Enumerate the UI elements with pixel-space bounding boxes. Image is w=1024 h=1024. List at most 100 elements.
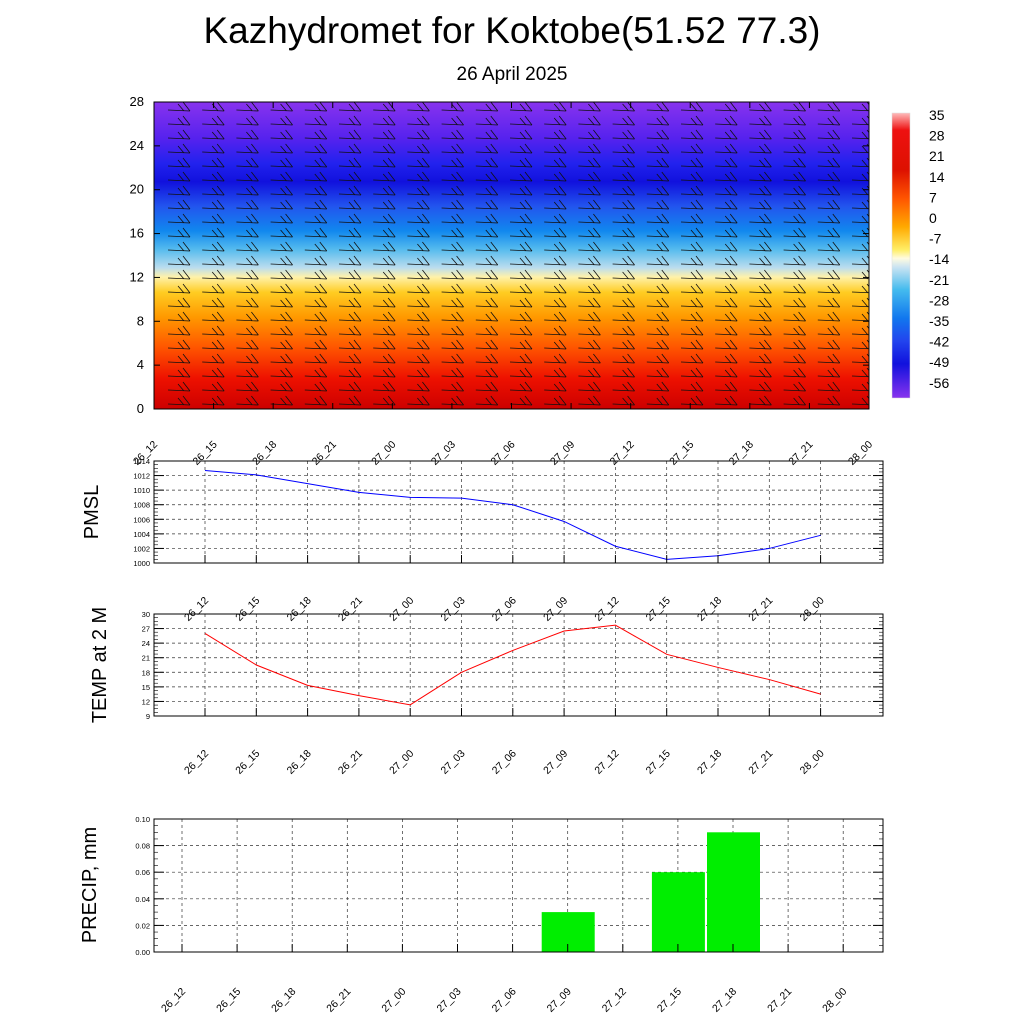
wind-barb bbox=[270, 213, 293, 224]
wind-barb bbox=[202, 241, 225, 252]
wind-barb bbox=[715, 213, 738, 224]
y-tick-label: 0.06 bbox=[135, 868, 150, 877]
wind-barb bbox=[509, 311, 533, 322]
wind-barb bbox=[646, 213, 670, 224]
temperature-series-line bbox=[204, 624, 821, 706]
wind-barb bbox=[544, 381, 567, 392]
wind-barb bbox=[646, 241, 670, 252]
colorbar-label: -42 bbox=[929, 334, 949, 350]
wind-barb bbox=[509, 227, 533, 238]
temperature-ylabel: TEMP at 2 M bbox=[89, 607, 111, 723]
wind-barb bbox=[338, 269, 362, 280]
wind-barb bbox=[236, 269, 259, 280]
x-tick-label: 27_00 bbox=[387, 748, 416, 777]
wind-barb bbox=[783, 213, 806, 224]
wind-barb bbox=[475, 395, 499, 406]
wind-barb bbox=[612, 283, 635, 294]
wind-barb bbox=[783, 157, 806, 168]
x-tick-label: 26_12 bbox=[182, 748, 211, 777]
wind-barb bbox=[783, 395, 806, 406]
wind-barb bbox=[304, 102, 328, 112]
wind-barb bbox=[646, 269, 670, 280]
wind-barb bbox=[544, 325, 567, 336]
wind-barb bbox=[338, 297, 362, 308]
wind-barb bbox=[715, 367, 738, 378]
y-tick-label: 0.04 bbox=[135, 895, 150, 904]
wind-barb bbox=[783, 325, 806, 336]
wind-barb bbox=[680, 353, 704, 364]
wind-barb bbox=[304, 171, 328, 182]
x-tick-label: 26_15 bbox=[233, 748, 262, 777]
wind-barb bbox=[646, 143, 670, 154]
wind-barb bbox=[202, 143, 225, 154]
wind-barb bbox=[441, 241, 464, 252]
wind-barb bbox=[338, 157, 362, 168]
wind-barb bbox=[441, 157, 464, 168]
y-tick-label: 21 bbox=[142, 654, 150, 663]
wind-barb bbox=[578, 311, 601, 322]
wind-barb bbox=[509, 143, 533, 154]
precip-bar bbox=[651, 872, 705, 952]
wind-barb bbox=[338, 395, 362, 406]
wind-barb bbox=[612, 213, 635, 224]
wind-barb bbox=[612, 143, 635, 154]
wind-barb bbox=[373, 102, 396, 112]
wind-barb bbox=[749, 269, 772, 280]
wind-barb bbox=[270, 367, 293, 378]
colorbar-label: -7 bbox=[929, 231, 942, 247]
x-tick-label: 28_00 bbox=[820, 986, 849, 1015]
wind-barb bbox=[441, 255, 464, 266]
wind-barb bbox=[338, 185, 362, 196]
wind-barb bbox=[167, 129, 191, 140]
wind-barb bbox=[407, 157, 430, 168]
wind-barbs bbox=[167, 102, 869, 406]
wind-barb bbox=[270, 255, 293, 266]
wind-barb bbox=[373, 311, 396, 322]
x-tick-label: 26_21 bbox=[324, 986, 353, 1015]
colorbar-labels: 35 28 21 14 7 0 -7 -14 -21 -28 -35 -42 -49 -56 bbox=[929, 107, 949, 391]
x-tick-label: 26_18 bbox=[269, 986, 298, 1015]
wind-barb bbox=[373, 199, 396, 210]
wind-barb bbox=[578, 395, 601, 406]
y-tick-label: 1010 bbox=[133, 486, 150, 495]
wind-barb bbox=[851, 171, 869, 182]
wind-barb bbox=[749, 185, 772, 196]
wind-barb bbox=[715, 171, 738, 182]
wind-barb bbox=[612, 185, 635, 196]
wind-barb bbox=[646, 339, 670, 350]
wind-barb bbox=[680, 395, 704, 406]
x-tick-label: 27_09 bbox=[541, 748, 570, 777]
x-tick-label: 28_00 bbox=[846, 439, 875, 468]
wind-barb bbox=[578, 185, 601, 196]
wind-barb bbox=[475, 227, 499, 238]
wind-barb bbox=[715, 297, 738, 308]
wind-barb bbox=[441, 353, 464, 364]
wind-barb bbox=[851, 213, 869, 224]
wind-barb bbox=[715, 255, 738, 266]
wind-barb bbox=[202, 129, 225, 140]
wind-barb bbox=[202, 311, 225, 322]
x-tick-label: 27_21 bbox=[746, 748, 775, 777]
wind-barb bbox=[167, 325, 191, 336]
wind-barb bbox=[680, 269, 704, 280]
wind-barb bbox=[749, 213, 772, 224]
wind-barb bbox=[715, 241, 738, 252]
wind-barb bbox=[441, 381, 464, 392]
colorbar-label: -14 bbox=[929, 251, 949, 267]
wind-barb bbox=[851, 129, 869, 140]
wind-barb bbox=[544, 129, 567, 140]
wind-barb bbox=[851, 255, 869, 266]
wind-barb bbox=[578, 339, 601, 350]
wind-barb bbox=[236, 213, 259, 224]
y-tick-label: 4 bbox=[137, 357, 144, 372]
wind-barb bbox=[475, 143, 499, 154]
y-tick-label: 24 bbox=[130, 138, 144, 153]
wind-barb bbox=[373, 381, 396, 392]
wind-barb bbox=[236, 241, 259, 252]
wind-barb bbox=[578, 367, 601, 378]
wind-barb bbox=[202, 381, 225, 392]
wind-barb bbox=[817, 395, 841, 406]
wind-barb bbox=[612, 157, 635, 168]
wind-barb bbox=[715, 269, 738, 280]
x-tick-label: 27_12 bbox=[600, 986, 629, 1015]
